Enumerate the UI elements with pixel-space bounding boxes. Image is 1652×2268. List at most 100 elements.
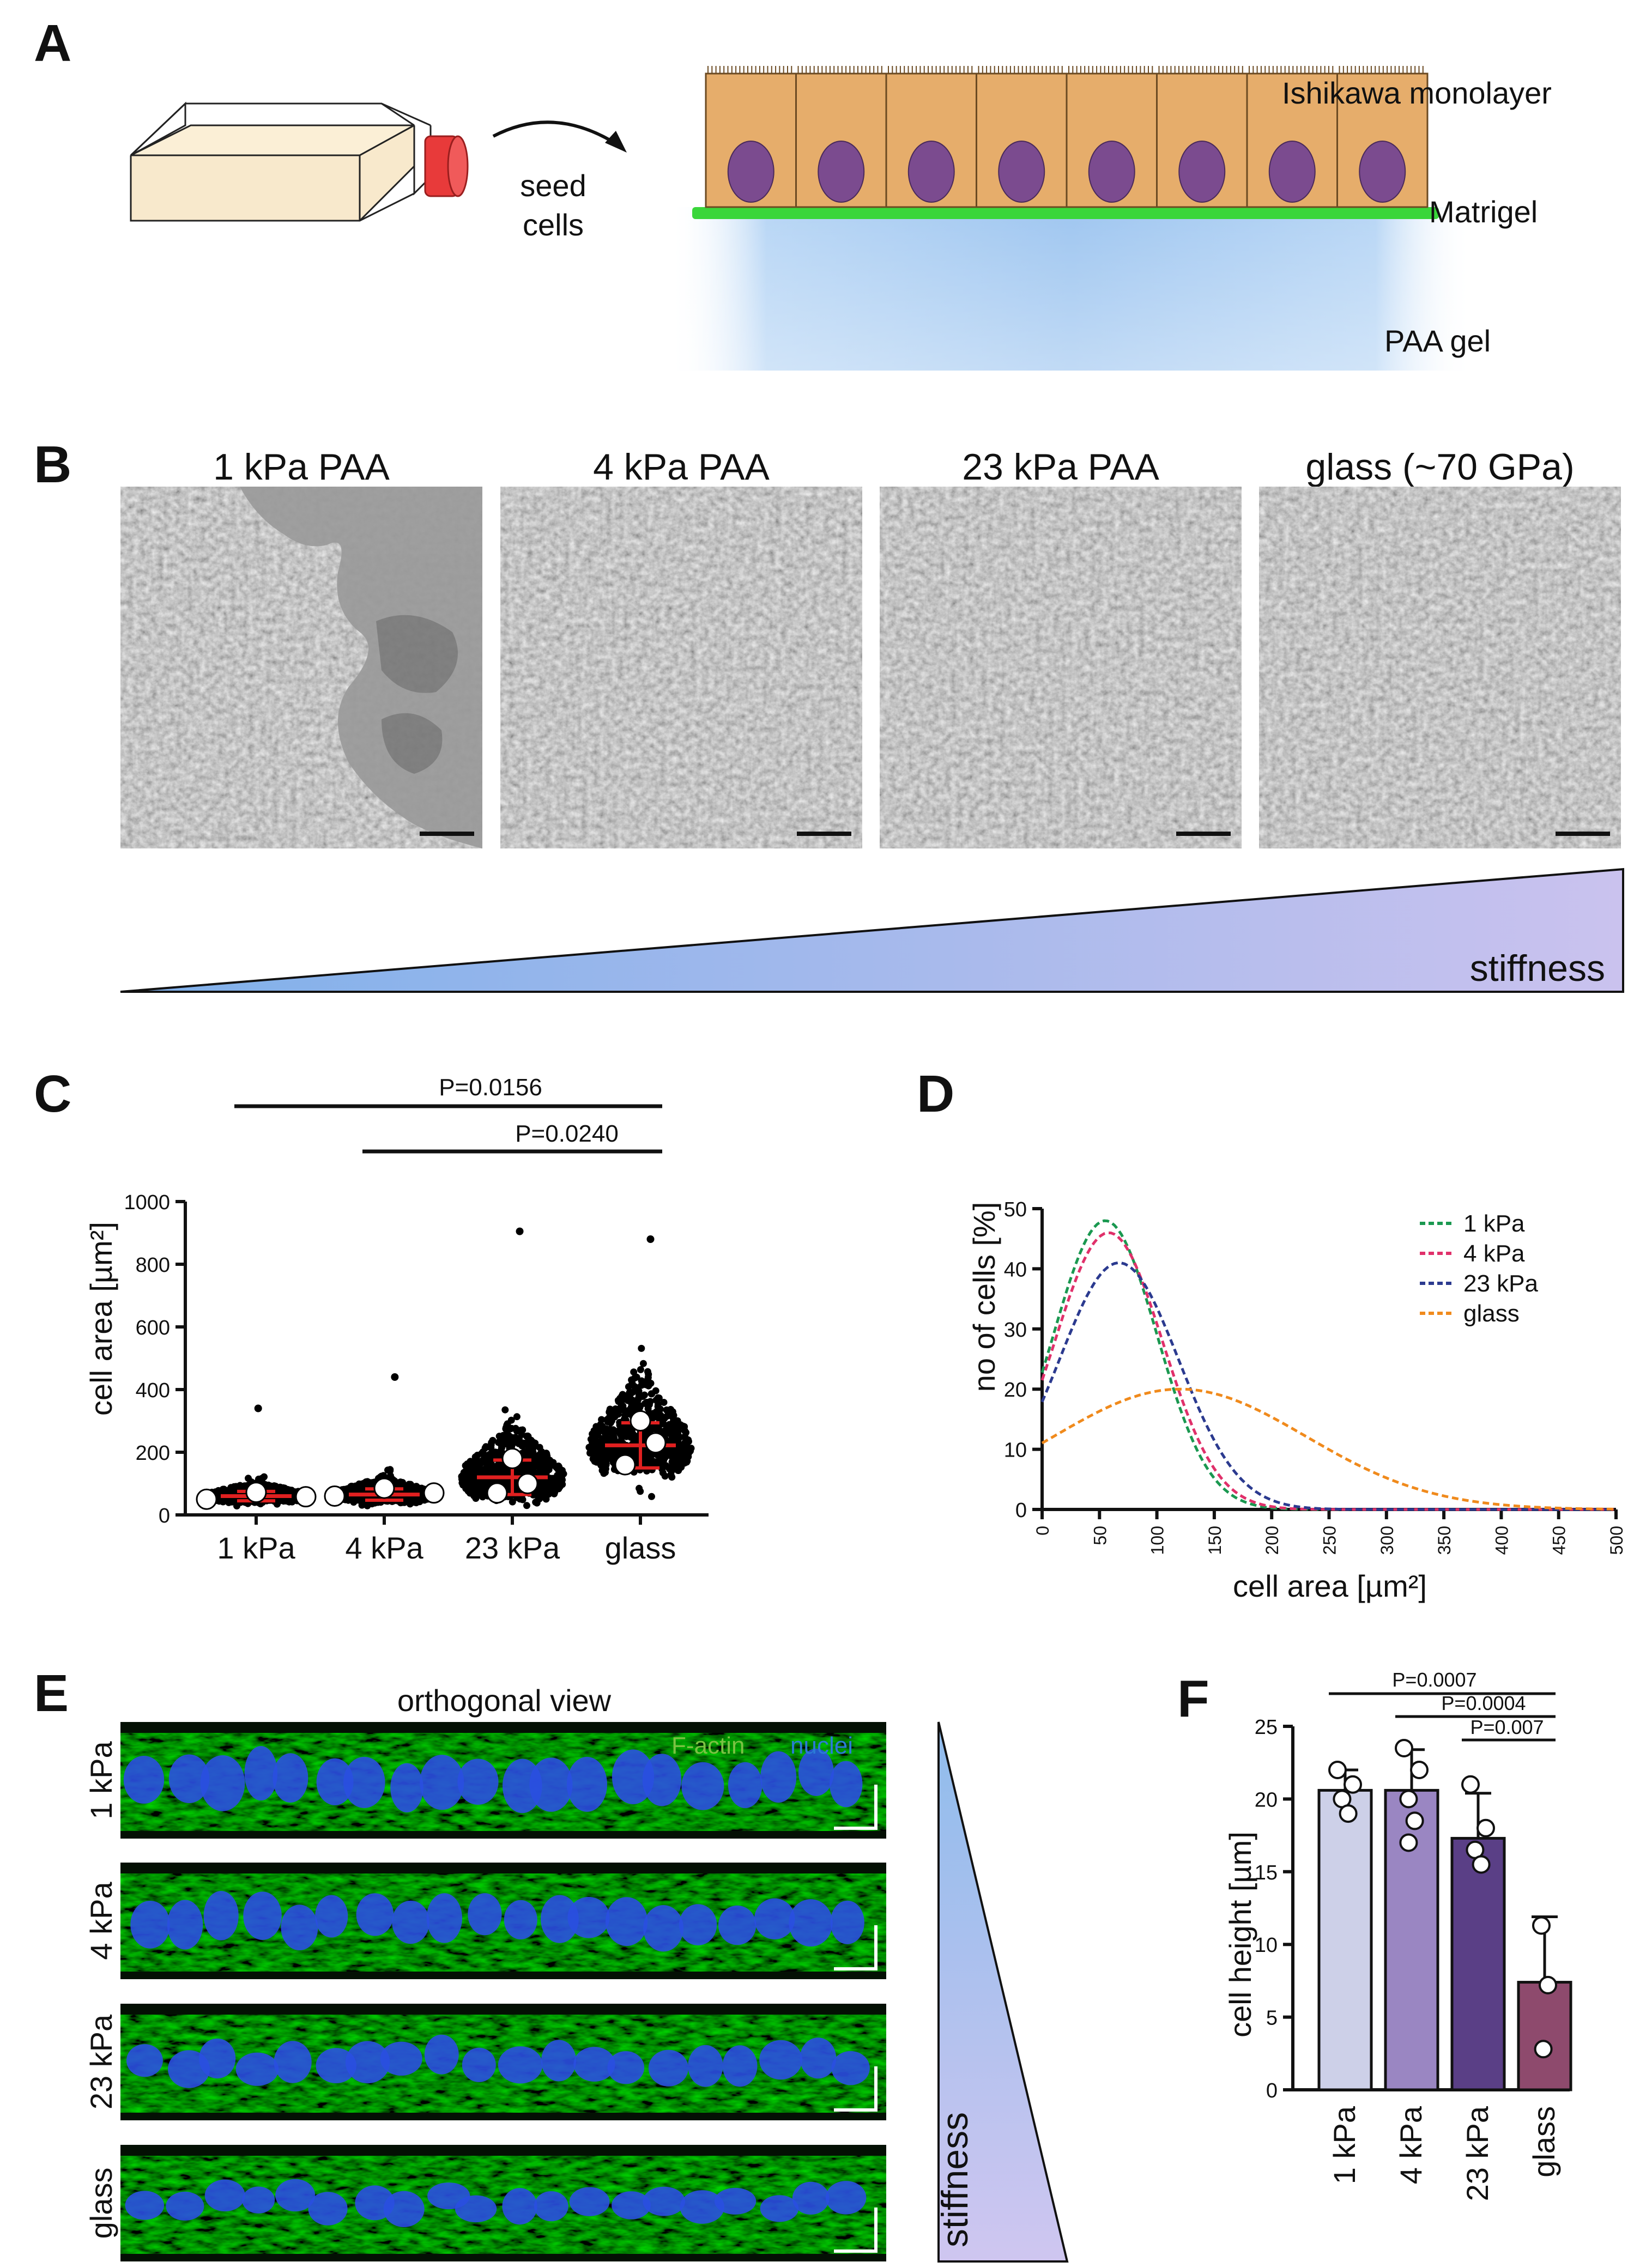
gel-label: PAA gel — [1384, 324, 1491, 358]
d-legend-3: 23 kPa — [1463, 1270, 1539, 1297]
c-xtick-label: glass — [605, 1531, 676, 1565]
c-replicate-mean — [245, 1482, 267, 1503]
d-xtick-label: 250 — [1320, 1526, 1340, 1555]
c-point — [495, 1439, 502, 1446]
f-plot: 0 5 10 15 20 25 1 kPa 4 kPa 23 kPa glass — [1255, 1692, 1572, 2201]
e-nucleus — [643, 1905, 684, 1952]
f-ytick-label: 15 — [1255, 1861, 1278, 1884]
f-xtick-label: 4 kPa — [1394, 2106, 1428, 2184]
f-ytick-label: 20 — [1255, 1788, 1278, 1811]
d-ylabel: no of cells [%] — [967, 1202, 1001, 1392]
f-ytick-label: 10 — [1255, 1934, 1278, 1957]
e-nucleus — [462, 2047, 496, 2082]
e-nucleus — [244, 1746, 278, 1801]
c-point — [645, 1399, 653, 1406]
c-point — [669, 1452, 676, 1459]
c-point — [661, 1472, 669, 1480]
c-point — [636, 1484, 643, 1492]
e-stiffness-wedge — [937, 1721, 1069, 2263]
e-nucleus — [800, 2037, 837, 2079]
c-point — [589, 1432, 597, 1439]
c-point — [602, 1465, 609, 1472]
c-point — [674, 1439, 682, 1446]
e-nucleus — [679, 1904, 717, 1945]
e-nucleus — [612, 2191, 651, 2220]
e-nucleus — [235, 2052, 279, 2086]
condition-label-4: glass (~70 GPa) — [1305, 446, 1574, 488]
f-xtick-label: 23 kPa — [1460, 2106, 1494, 2201]
seed-label-1: seed — [520, 168, 586, 203]
c-point — [598, 1435, 606, 1442]
e-nucleus — [498, 2046, 543, 2084]
c-point — [467, 1461, 474, 1469]
c-point — [610, 1453, 618, 1460]
c-point — [636, 1392, 643, 1400]
c-point — [261, 1473, 268, 1481]
c-pvalue-1: P=0.0156 — [439, 1074, 542, 1101]
d-series-line — [1040, 1231, 1614, 1511]
c-point — [536, 1457, 543, 1464]
c-point — [530, 1469, 538, 1476]
e-nucleus — [392, 1900, 429, 1944]
micrograph-glass — [1259, 487, 1621, 848]
f-ytick-label: 0 — [1266, 2079, 1278, 2102]
c-point — [488, 1439, 495, 1446]
c-point — [547, 1458, 554, 1465]
e-row-label: glass — [84, 2168, 118, 2239]
c-point — [639, 1360, 647, 1367]
nucleus — [998, 141, 1045, 203]
panel-letter-b: B — [34, 435, 71, 494]
c-point — [675, 1453, 682, 1460]
c-point — [529, 1449, 537, 1456]
c-point — [281, 1487, 289, 1494]
c-point — [525, 1435, 532, 1443]
panel-letter-c: C — [34, 1065, 71, 1123]
c-point — [610, 1432, 617, 1440]
e-nucleus — [830, 1900, 864, 1944]
c-point — [555, 1485, 562, 1493]
f-xtick-label: 1 kPa — [1327, 2106, 1361, 2184]
c-point — [654, 1400, 662, 1408]
condition-label-2: 4 kPa PAA — [593, 446, 770, 488]
c-point — [667, 1471, 675, 1478]
c-replicate-mean — [295, 1486, 317, 1508]
e-nucleus — [455, 2195, 497, 2223]
c-point — [245, 1475, 252, 1482]
c-point — [223, 1487, 231, 1494]
f-ytick-label: 5 — [1266, 2007, 1278, 2030]
e-row-label: 4 kPa — [84, 1882, 118, 1960]
c-point — [505, 1436, 512, 1444]
e-nucleus — [541, 2040, 577, 2082]
f-bar — [1317, 1788, 1373, 2091]
c-point — [638, 1344, 645, 1352]
c-point — [508, 1424, 516, 1432]
c-point — [660, 1399, 668, 1406]
e-nucleus — [760, 2195, 799, 2222]
e-nucleus — [504, 1900, 537, 1940]
c-point — [594, 1425, 602, 1433]
condition-label-3: 23 kPa PAA — [962, 446, 1159, 488]
e-nucleus — [829, 1761, 863, 1808]
c-ytick-label: 0 — [159, 1505, 170, 1527]
d-series-line — [1041, 1387, 1614, 1511]
d-xlabel: cell area [µm²] — [1233, 1569, 1427, 1603]
c-point — [386, 1466, 394, 1473]
c-point — [626, 1408, 634, 1415]
e-nucleus — [643, 2186, 686, 2216]
micrograph-4kpa — [500, 487, 862, 848]
e-nucleus — [390, 1763, 423, 1812]
f-pvalue-1: P=0.0007 — [1392, 1669, 1476, 1691]
e-nucleus — [242, 2186, 275, 2214]
c-replicate-mean — [324, 1485, 346, 1507]
c-point — [499, 1432, 507, 1439]
c-point — [648, 1390, 656, 1398]
d-ytick-label: 20 — [1004, 1379, 1027, 1402]
e-nucleus — [760, 1751, 797, 1803]
c-point — [391, 1373, 399, 1381]
c-replicate-mean — [501, 1448, 523, 1469]
f-bar — [1450, 1836, 1506, 2091]
f-replicate-point — [1405, 1811, 1424, 1830]
c-ylabel: cell area [µm²] — [84, 1222, 118, 1416]
